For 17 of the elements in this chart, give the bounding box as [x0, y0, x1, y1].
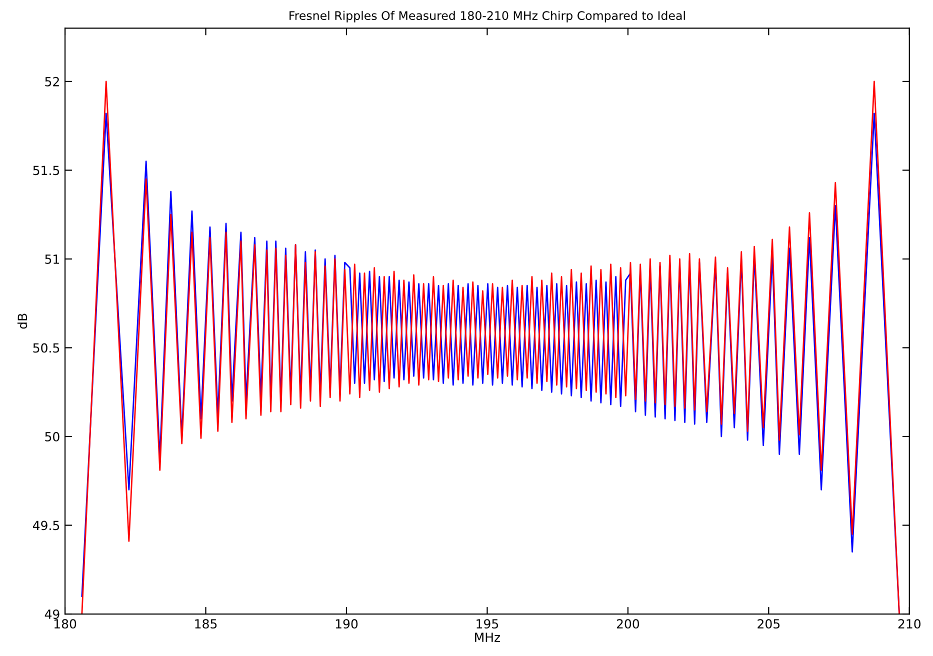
y-tick-label: 51 [45, 254, 60, 264]
y-tick-label: 50.5 [33, 343, 60, 353]
y-axis-title: dB [17, 314, 28, 329]
x-tick-label: 200 [616, 619, 640, 629]
x-tick-label: 180 [54, 619, 76, 629]
y-tick-label: 49 [44, 609, 60, 619]
x-axis-title: MHz [475, 632, 500, 642]
x-tick-label: 195 [476, 619, 498, 629]
x-tick-label: 185 [195, 619, 217, 629]
y-tick-label: 51.5 [33, 166, 60, 176]
x-tick-label: 190 [336, 619, 358, 629]
chart-title: Fresnel Ripples Of Measured 180-210 MHz Chirp Compared to Ideal [290, 10, 685, 22]
y-tick-label: 52 [45, 76, 59, 86]
y-tick-label: 49.5 [32, 520, 60, 530]
y-tick-label: 50 [45, 432, 60, 442]
x-tick-label: 205 [758, 619, 780, 629]
x-tick-label: 210 [898, 619, 920, 629]
